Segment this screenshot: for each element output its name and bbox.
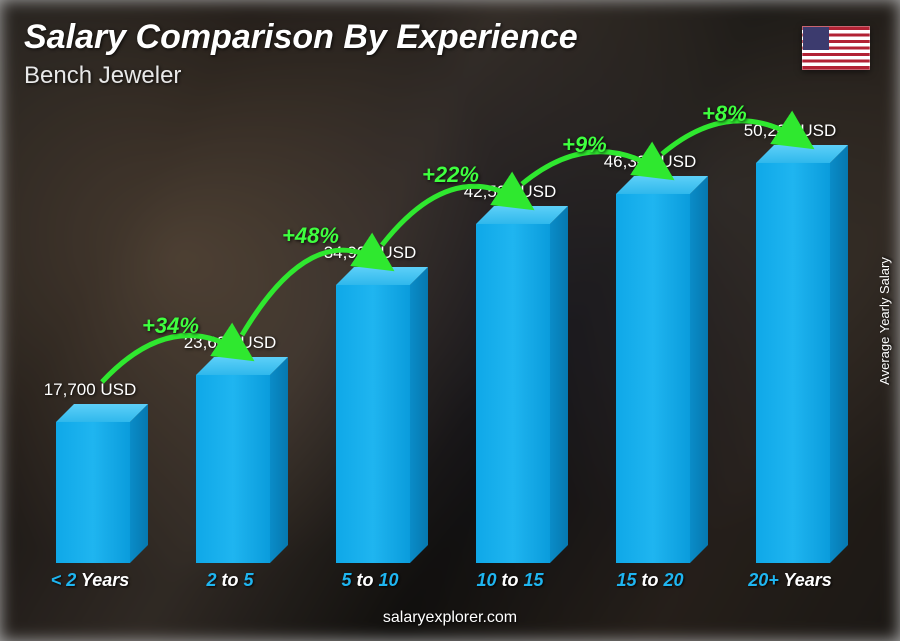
x-axis-label: 2 to 5 <box>160 570 300 591</box>
bar-front <box>336 285 410 563</box>
bar-front <box>756 163 830 563</box>
growth-percent: +22% <box>422 162 479 188</box>
bar-side <box>550 206 568 563</box>
bar-side <box>690 176 708 563</box>
x-axis-label: < 2 Years <box>20 570 160 591</box>
bar <box>476 224 550 563</box>
bar-front <box>476 224 550 563</box>
bar-front <box>196 375 270 563</box>
x-axis-label: 10 to 15 <box>440 570 580 591</box>
growth-percent: +34% <box>142 313 199 339</box>
bar-side <box>830 145 848 563</box>
bar <box>196 375 270 563</box>
x-axis-label: 5 to 10 <box>300 570 440 591</box>
country-flag-us <box>802 26 870 70</box>
bar-side <box>270 357 288 563</box>
footer-credit: salaryexplorer.com <box>0 609 900 627</box>
y-axis-label: Average Yearly Salary <box>877 257 892 385</box>
x-axis-label: 15 to 20 <box>580 570 720 591</box>
growth-percent: +48% <box>282 223 339 249</box>
bar <box>56 422 130 563</box>
bar-side <box>130 404 148 563</box>
bar-side <box>410 267 428 563</box>
bar-chart: < 2 Years17,700 USD2 to 523,600 USD5 to … <box>20 91 860 591</box>
chart-container: Salary Comparison By Experience Bench Je… <box>0 0 900 641</box>
page-title: Salary Comparison By Experience <box>24 18 578 57</box>
bar <box>336 285 410 563</box>
bar-front <box>616 194 690 563</box>
bar <box>756 163 830 563</box>
x-axis-label: 20+ Years <box>720 570 860 591</box>
bar <box>616 194 690 563</box>
growth-percent: +9% <box>562 132 607 158</box>
growth-percent: +8% <box>702 101 747 127</box>
value-label: 17,700 USD <box>20 380 160 400</box>
page-subtitle: Bench Jeweler <box>24 62 181 90</box>
bar-front <box>56 422 130 563</box>
